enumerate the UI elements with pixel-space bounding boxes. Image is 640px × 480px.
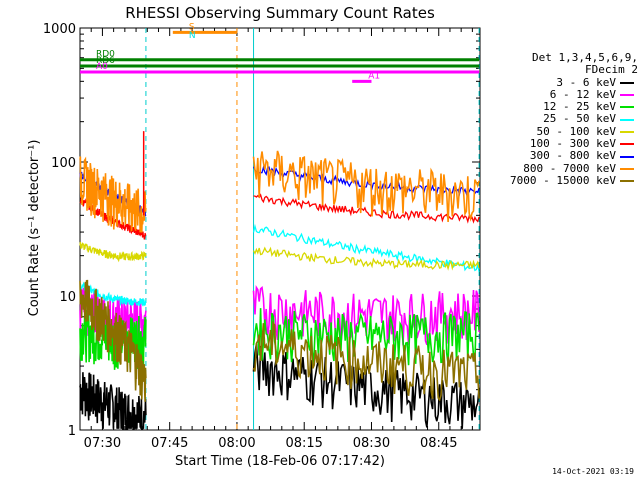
series-line <box>79 281 147 307</box>
series-line <box>79 279 147 402</box>
legend-entry: 100 - 300 keV <box>480 137 638 151</box>
generated-timestamp: 14-Oct-2021 03:19 <box>552 467 634 476</box>
legend-swatch <box>620 81 634 84</box>
series-line <box>252 223 480 272</box>
x-axis-label: Start Time (18-Feb-06 07:17:42) <box>175 454 385 469</box>
flag-label: A0 <box>96 62 108 72</box>
legend-swatch <box>620 130 634 133</box>
legend-label: 100 - 300 keV <box>529 137 616 151</box>
flag-label: A1 <box>368 71 380 81</box>
legend-label: 6 - 12 keV <box>549 87 616 101</box>
legend-swatch <box>620 155 634 158</box>
legend-label: 25 - 50 keV <box>543 112 616 126</box>
y-tick-label: 10 <box>59 290 76 305</box>
x-tick-label: 07:30 <box>84 436 121 451</box>
series-line <box>252 308 480 366</box>
legend-swatch <box>620 106 634 109</box>
legend-label: 3 - 6 keV <box>556 75 616 89</box>
chart-title: RHESSI Observing Summary Count Rates <box>125 4 435 22</box>
legend-entry: 12 - 25 keV <box>480 100 638 114</box>
x-tick-label: 08:45 <box>420 436 457 451</box>
series-line <box>253 193 480 224</box>
legend-entry: 300 - 800 keV <box>480 150 638 162</box>
legend-label: 50 - 100 keV <box>536 124 616 138</box>
legend-entry: 6 - 12 keV <box>480 87 638 101</box>
legend-label: 800 - 7000 keV <box>523 161 616 175</box>
legend-entry: 7000 - 15000 keV <box>480 173 638 187</box>
legend-swatch <box>620 118 634 121</box>
legend: Det 1,3,4,5,6,9, FDecim 2 3 - 6 keV 6 - 1… <box>480 51 638 187</box>
plot-area: 1 10 100 1000 07:30 07:45 08:00 08:15 08:30 08:45… <box>43 22 481 451</box>
legend-entry: 800 - 7000 keV <box>480 161 638 175</box>
legend-entry: 3 - 6 keV <box>480 75 638 89</box>
legend-header-2: FDecim 2 <box>585 63 638 77</box>
y-tick-label: 1 <box>68 424 76 439</box>
series-line <box>252 246 480 271</box>
legend-swatch <box>620 94 634 97</box>
series-line <box>79 241 147 263</box>
series-line <box>252 320 480 402</box>
flag-label: S <box>189 22 195 32</box>
legend-entry: 50 - 100 keV <box>480 124 638 138</box>
legend-label: 300 - 800 keV <box>529 149 616 163</box>
series-line <box>79 372 147 430</box>
legend-label: 7000 - 15000 keV <box>510 173 616 187</box>
x-tick-label: 08:30 <box>353 436 390 451</box>
plot-frame <box>79 27 481 431</box>
series-line <box>79 156 147 233</box>
y-tick-label: 1000 <box>43 22 76 37</box>
legend-swatch <box>620 143 634 146</box>
flag-label: N <box>189 31 196 41</box>
legend-header-1: Det 1,3,4,5,6,9, <box>532 51 638 64</box>
y-axis-label: Count Rate (s⁻¹ detector⁻¹) <box>27 140 42 317</box>
x-tick-label: 08:15 <box>285 436 322 451</box>
series-line <box>252 150 480 223</box>
legend-entry: 25 - 50 keV <box>480 113 638 125</box>
x-tick-label: 08:00 <box>218 436 255 451</box>
legend-swatch <box>620 180 634 183</box>
flag-label: RD6 <box>96 56 115 66</box>
y-tick-label: 100 <box>51 156 76 171</box>
legend-swatch <box>620 167 634 170</box>
legend-label: 12 - 25 keV <box>543 100 616 114</box>
flag-label: RD0 <box>96 50 115 60</box>
x-tick-label: 07:45 <box>151 436 188 451</box>
